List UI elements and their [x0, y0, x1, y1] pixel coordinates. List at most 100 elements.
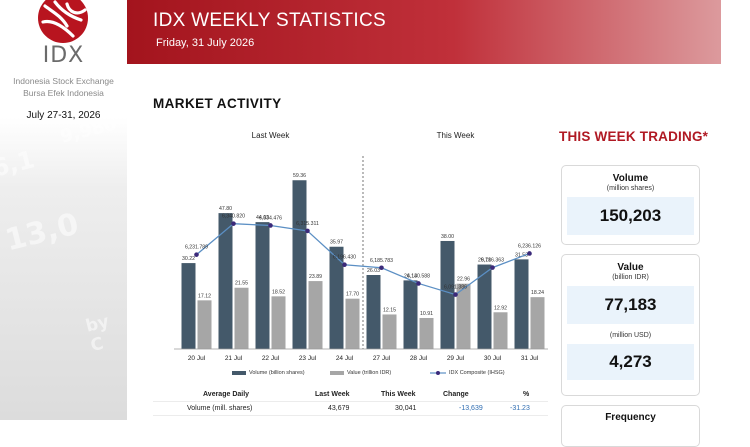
volume-card-label: Volume: [612, 173, 649, 184]
composite-index-point: [268, 223, 273, 228]
value-bar: [308, 281, 323, 349]
x-tick-label: 24 Jul: [336, 355, 354, 362]
value-data-label: 22.96: [457, 277, 470, 283]
x-tick-label: 21 Jul: [225, 355, 243, 362]
value-data-label: 18.24: [531, 290, 544, 296]
background-ticker-decoration: by C: [83, 311, 112, 357]
volume-bar: [218, 213, 233, 349]
composite-data-label: 6,334.476: [259, 215, 282, 221]
legend-line-icon: [430, 371, 446, 375]
legend-label-composite: IDX Composite (IHSG): [449, 370, 505, 376]
value-data-label: 12.92: [494, 305, 507, 311]
value-card: Value (billion IDR) 77,183 (million USD)…: [561, 254, 700, 396]
market-activity-chart: Last Week This Week 30.22 17.12 20 Jul 47.80 2…: [150, 120, 550, 385]
market-activity-chart-svg: Last Week This Week 30.22 17.12 20 Jul 47.80 2…: [174, 131, 548, 362]
legend-item-volume: Volume (billion shares): [232, 370, 305, 376]
section-title: MARKET ACTIVITY: [153, 96, 282, 111]
composite-data-label: 6,130.588: [407, 273, 430, 279]
chart-legend: Volume (billion shares) Value (trillion …: [230, 370, 530, 380]
composite-index-point: [453, 292, 458, 297]
table-cell-pct: -31.23: [510, 405, 530, 412]
x-tick-label: 31 Jul: [521, 355, 539, 362]
volume-bar: [514, 259, 529, 349]
table-header-label: Average Daily: [203, 391, 250, 398]
volume-data-label: 26.03: [367, 268, 380, 274]
composite-data-label: 6,091.386: [444, 285, 467, 291]
x-tick-label: 23 Jul: [299, 355, 317, 362]
volume-data-label: 30.22: [182, 256, 195, 262]
table-cell-last-week: 43,679: [328, 405, 350, 412]
table-cell-label: Volume (mill. shares): [187, 405, 253, 412]
value-bar: [234, 287, 249, 349]
frequency-card: Frequency: [561, 405, 700, 447]
value-data-label: 10.91: [420, 311, 433, 317]
idx-logo-icon: [38, 0, 88, 43]
table-header-change: Change: [443, 391, 469, 398]
background-ticker-decoration: 6,1: [0, 145, 38, 183]
legend-label-volume: Volume (billion shares): [249, 370, 305, 376]
composite-index-point: [231, 221, 236, 226]
volume-data-label: 31.53: [515, 252, 528, 258]
composite-index-point: [194, 252, 199, 257]
composite-index-point: [527, 251, 532, 256]
volume-data-label: 35.97: [330, 240, 343, 246]
background-ticker-decoration: 13,0: [1, 206, 83, 259]
table-header-row: Average Daily Last Week This Week Change…: [153, 388, 548, 402]
x-tick-label: 29 Jul: [447, 355, 465, 362]
value-bar: [456, 283, 471, 349]
group-label: This Week: [437, 131, 476, 140]
volume-card-unit: (million shares): [606, 185, 655, 192]
value-card-unit-usd: (million USD): [609, 332, 652, 339]
sidebar: 6,1 9,980 13,0 by C IDX Indonesia Stock …: [0, 0, 127, 420]
composite-index-point: [305, 228, 310, 234]
volume-data-label: 47.80: [219, 206, 232, 212]
average-daily-table: Average Daily Last Week This Week Change…: [153, 388, 548, 416]
value-card-label: Value: [617, 262, 644, 273]
value-card-idr: 77,183: [567, 286, 694, 324]
composite-data-label: 6,315.311: [296, 221, 319, 227]
legend-swatch-value: [330, 371, 344, 375]
value-data-label: 23.89: [309, 274, 322, 280]
composite-index-point: [342, 262, 347, 268]
report-period: July 27-31, 2026: [26, 110, 101, 121]
table-cell-this-week: 30,041: [395, 405, 417, 412]
value-bar: [530, 297, 545, 349]
x-tick-label: 30 Jul: [484, 355, 502, 362]
composite-index-line: [196, 223, 530, 296]
legend-item-composite: IDX Composite (IHSG): [430, 370, 505, 376]
volume-bar: [366, 275, 381, 349]
volume-bar: [329, 246, 344, 349]
composite-data-label: 6,231.789: [185, 245, 208, 251]
volume-data-label: 59.36: [293, 173, 306, 179]
volume-data-label: 29.71: [478, 258, 491, 264]
x-tick-label: 28 Jul: [410, 355, 428, 362]
volume-card-value: 150,203: [567, 197, 694, 235]
volume-data-label: 38.00: [441, 234, 454, 240]
value-bar: [419, 317, 434, 349]
legend-swatch-volume: [232, 371, 246, 375]
composite-data-label: 6,186.363: [481, 258, 504, 264]
volume-data-label: 24.14: [404, 273, 417, 279]
exchange-name-local: Bursa Efek Indonesia: [23, 88, 104, 98]
x-tick-label: 27 Jul: [373, 355, 391, 362]
table-header-pct: %: [523, 391, 530, 398]
report-date: Friday, 31 July 2026: [156, 37, 255, 49]
table-cell-change: -13,639: [459, 405, 483, 412]
value-bar: [197, 300, 212, 349]
value-bar: [493, 312, 508, 349]
composite-data-label: 6,236.126: [518, 243, 541, 249]
value-data-label: 17.12: [198, 293, 211, 299]
header-banner: IDX WEEKLY STATISTICS Friday, 31 July 20…: [127, 0, 721, 64]
composite-data-label: 6,340.820: [222, 214, 245, 220]
logo-text: IDX: [42, 43, 85, 68]
table-row: Volume (mill. shares) 43,679 30,041 -13,…: [153, 402, 548, 416]
composite-index-point: [490, 265, 495, 270]
value-bar: [271, 296, 286, 349]
value-card-usd: 4,273: [567, 344, 694, 380]
legend-item-value: Value (trillion IDR): [330, 370, 391, 376]
frequency-card-label: Frequency: [605, 412, 656, 423]
x-tick-label: 20 Jul: [188, 355, 206, 362]
volume-bar: [181, 263, 196, 349]
volume-bar: [403, 280, 418, 349]
composite-index-point: [379, 265, 384, 271]
